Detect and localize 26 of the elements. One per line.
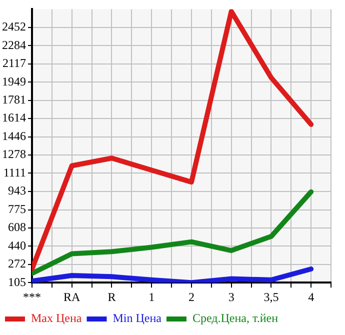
x-tick-label: 3,5 [264,290,279,304]
y-tick-label: 2117 [2,56,26,70]
x-tick-label: 2 [188,290,194,304]
legend-label: Max Цена [31,311,82,326]
y-tick-label: 2284 [2,38,26,52]
legend-label: Сред.Цена, т.йен [192,311,279,326]
x-tick-label: 4 [308,290,314,304]
x-tick-label: 3 [228,290,234,304]
x-tick-label: R [108,290,116,304]
y-tick-label: 440 [8,238,26,252]
y-tick-label: 943 [8,184,26,198]
y-tick-label: 1111 [3,165,26,180]
legend-label: Min Цена [112,311,162,326]
y-tick-label: 2452 [2,20,26,34]
y-tick-label: 1278 [2,147,26,162]
y-tick-label: 608 [8,220,26,234]
x-tick-label: RA [64,290,81,304]
y-tick-label: 1781 [2,92,26,107]
y-tick-label: 1949 [2,74,26,88]
x-tick-label: *** [23,290,41,304]
x-tick-label: 1 [148,290,155,304]
y-tick-label: 272 [8,256,26,271]
y-tick-label: 775 [8,202,26,216]
y-tick-label: 1446 [2,128,26,143]
y-tick-label: 1614 [2,110,26,125]
y-tick-label: 105 [8,274,26,289]
